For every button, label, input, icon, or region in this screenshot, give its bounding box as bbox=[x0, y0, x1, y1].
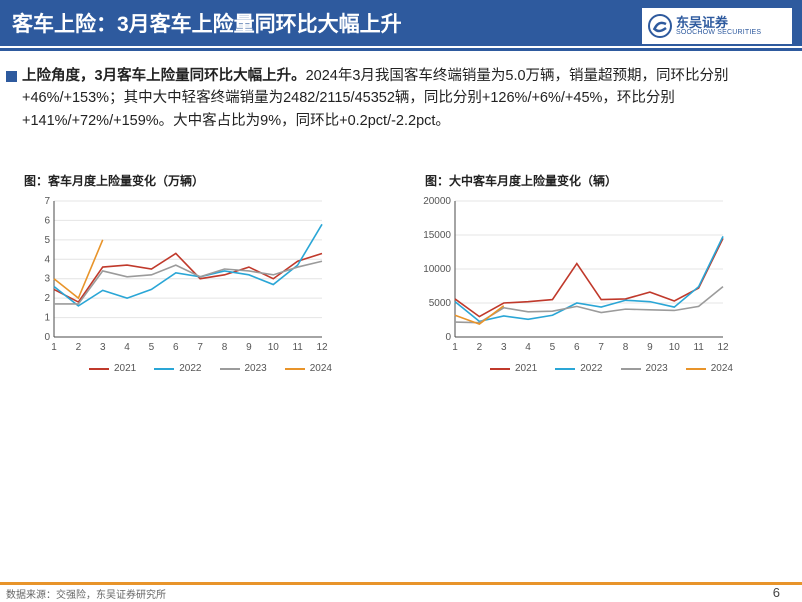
chart-right-legend: 2021 2022 2023 2024 bbox=[441, 363, 782, 374]
svg-text:0: 0 bbox=[44, 332, 50, 343]
svg-text:7: 7 bbox=[197, 342, 203, 353]
legend-item: 2023 bbox=[621, 363, 668, 374]
logo: 东吴证券 SOOCHOW SECURITIES bbox=[642, 8, 792, 44]
body-paragraph: 上险角度，3月客车上险量同环比大幅上升。2024年3月我国客车终端销量为5.0万… bbox=[0, 51, 802, 132]
svg-text:4: 4 bbox=[124, 342, 130, 353]
chart-right: 05000100001500020000123456789101112 bbox=[421, 195, 731, 355]
footer-source: 数据来源：交强险，东吴证券研究所 bbox=[0, 586, 166, 601]
svg-text:2: 2 bbox=[44, 294, 50, 305]
legend-item: 2024 bbox=[285, 363, 332, 374]
chart-left: 01234567123456789101112 bbox=[20, 195, 330, 355]
svg-text:9: 9 bbox=[647, 342, 653, 353]
svg-text:3: 3 bbox=[100, 342, 106, 353]
legend-label: 2021 bbox=[515, 363, 537, 374]
svg-text:2: 2 bbox=[76, 342, 82, 353]
svg-text:10: 10 bbox=[268, 342, 280, 353]
svg-text:1: 1 bbox=[44, 313, 50, 324]
svg-text:5: 5 bbox=[550, 342, 556, 353]
svg-text:0: 0 bbox=[445, 332, 451, 343]
legend-swatch bbox=[285, 368, 305, 370]
svg-text:9: 9 bbox=[246, 342, 252, 353]
svg-text:6: 6 bbox=[173, 342, 179, 353]
logo-icon bbox=[648, 14, 672, 38]
svg-text:7: 7 bbox=[598, 342, 604, 353]
legend-swatch bbox=[621, 368, 641, 370]
page-number: 6 bbox=[773, 585, 780, 600]
svg-text:5: 5 bbox=[44, 235, 50, 246]
legend-item: 2022 bbox=[555, 363, 602, 374]
svg-text:11: 11 bbox=[693, 342, 704, 353]
logo-text: 东吴证券 SOOCHOW SECURITIES bbox=[676, 16, 761, 36]
legend-swatch bbox=[154, 368, 174, 370]
svg-text:15000: 15000 bbox=[423, 230, 451, 241]
chart-left-title: 图：客车月度上险量变化（万辆） bbox=[24, 172, 381, 189]
legend-item: 2023 bbox=[220, 363, 267, 374]
legend-label: 2023 bbox=[245, 363, 267, 374]
svg-text:10000: 10000 bbox=[423, 264, 451, 275]
svg-text:8: 8 bbox=[222, 342, 228, 353]
logo-en: SOOCHOW SECURITIES bbox=[676, 29, 761, 36]
logo-cn: 东吴证券 bbox=[676, 16, 761, 29]
svg-text:11: 11 bbox=[292, 342, 303, 353]
legend-swatch bbox=[555, 368, 575, 370]
chart-right-title: 图：大中客车月度上险量变化（辆） bbox=[425, 172, 782, 189]
legend-item: 2021 bbox=[89, 363, 136, 374]
legend-label: 2024 bbox=[711, 363, 733, 374]
chart-right-block: 图：大中客车月度上险量变化（辆） 05000100001500020000123… bbox=[421, 172, 782, 374]
legend-item: 2021 bbox=[490, 363, 537, 374]
svg-text:6: 6 bbox=[44, 216, 50, 227]
legend-item: 2024 bbox=[686, 363, 733, 374]
svg-text:10: 10 bbox=[669, 342, 681, 353]
legend-item: 2022 bbox=[154, 363, 201, 374]
page-title: 客车上险：3月客车上险量同环比大幅上升 bbox=[12, 8, 402, 38]
legend-label: 2022 bbox=[580, 363, 602, 374]
chart-left-legend: 2021 2022 2023 2024 bbox=[40, 363, 381, 374]
svg-text:3: 3 bbox=[501, 342, 507, 353]
legend-swatch bbox=[89, 368, 109, 370]
legend-label: 2023 bbox=[646, 363, 668, 374]
legend-swatch bbox=[686, 368, 706, 370]
svg-text:4: 4 bbox=[525, 342, 531, 353]
svg-text:12: 12 bbox=[316, 342, 328, 353]
lead-text: 上险角度，3月客车上险量同环比大幅上升。 bbox=[22, 68, 306, 84]
svg-text:8: 8 bbox=[623, 342, 629, 353]
legend-label: 2024 bbox=[310, 363, 332, 374]
svg-text:5000: 5000 bbox=[429, 298, 452, 309]
svg-text:1: 1 bbox=[51, 342, 57, 353]
legend-label: 2022 bbox=[179, 363, 201, 374]
svg-text:20000: 20000 bbox=[423, 196, 451, 207]
legend-swatch bbox=[220, 368, 240, 370]
svg-text:4: 4 bbox=[44, 255, 50, 266]
svg-text:5: 5 bbox=[149, 342, 155, 353]
footer: 数据来源：交强险，东吴证券研究所 6 bbox=[0, 582, 802, 602]
legend-label: 2021 bbox=[114, 363, 136, 374]
svg-text:6: 6 bbox=[574, 342, 580, 353]
svg-text:12: 12 bbox=[717, 342, 729, 353]
bullet-icon bbox=[6, 71, 17, 82]
charts-row: 图：客车月度上险量变化（万辆） 01234567123456789101112 … bbox=[0, 132, 802, 374]
svg-text:2: 2 bbox=[477, 342, 483, 353]
svg-text:3: 3 bbox=[44, 274, 50, 285]
legend-swatch bbox=[490, 368, 510, 370]
chart-left-block: 图：客车月度上险量变化（万辆） 01234567123456789101112 … bbox=[20, 172, 381, 374]
svg-text:7: 7 bbox=[44, 196, 50, 207]
svg-text:1: 1 bbox=[452, 342, 458, 353]
